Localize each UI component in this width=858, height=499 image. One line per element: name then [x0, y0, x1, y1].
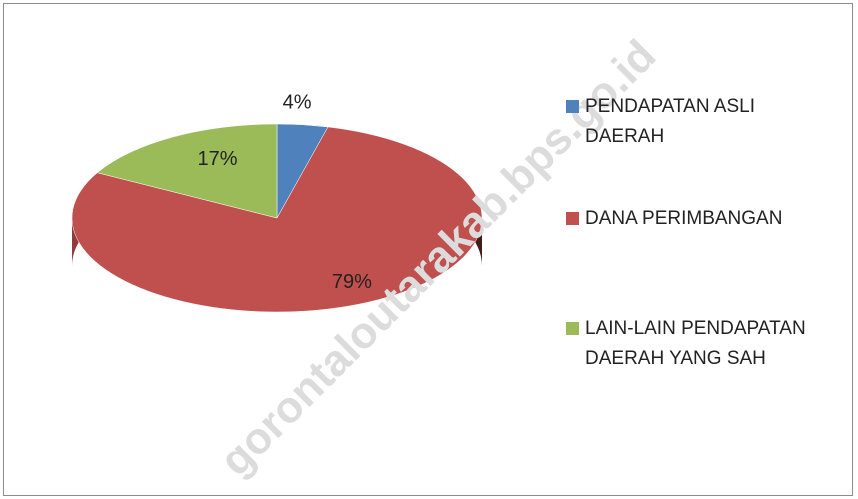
chart-frame: [3, 3, 853, 496]
data-label: 17%: [198, 148, 238, 170]
legend-label: DANA PERIMBANGAN: [585, 208, 783, 229]
data-label: 4%: [283, 92, 312, 114]
legend-swatch: [566, 322, 579, 335]
legend-item: PENDAPATAN ASLI DAERAH: [566, 92, 836, 152]
legend-label: LAIN-LAIN PENDAPATAN DAERAH YANG SAH: [585, 318, 806, 369]
legend-item: DANA PERIMBANGAN: [566, 204, 836, 234]
legend-item: LAIN-LAIN PENDAPATAN DAERAH YANG SAH: [566, 314, 836, 374]
data-label: 79%: [332, 271, 372, 293]
pie-slice: [96, 123, 278, 219]
legend-swatch: [566, 212, 579, 225]
legend-label: PENDAPATAN ASLI DAERAH: [585, 96, 755, 147]
pie-slice: [71, 126, 483, 313]
legend-swatch: [566, 100, 579, 113]
